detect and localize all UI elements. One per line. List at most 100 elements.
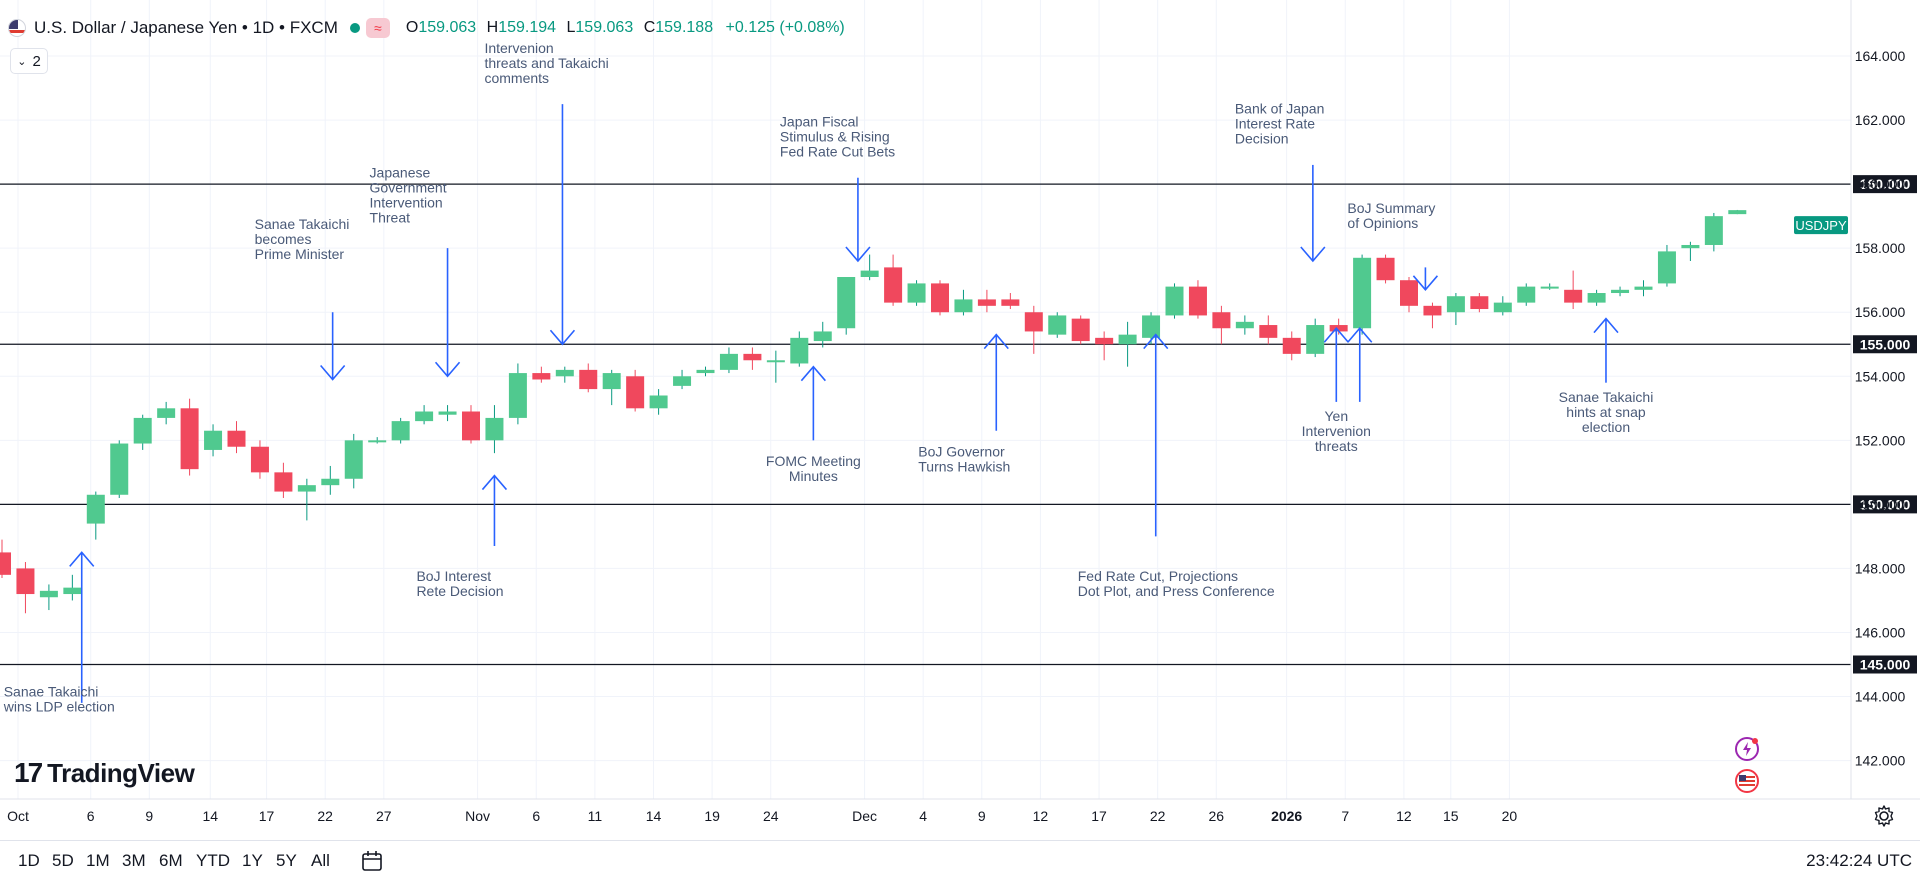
- grid-layer: [0, 0, 1851, 799]
- annotation-label: threats: [1315, 438, 1358, 454]
- range-ytd-button[interactable]: YTD: [196, 851, 230, 870]
- candle-body: [1728, 210, 1747, 215]
- tradingview-logo[interactable]: 17 TradingView: [14, 757, 195, 789]
- time-tick-label: 12: [1033, 808, 1049, 824]
- tv-logo-word: TradingView: [47, 757, 195, 788]
- price-tick-label: 152.000: [1855, 432, 1906, 448]
- candle-body: [1071, 318, 1090, 342]
- range-6m-button[interactable]: 6M: [159, 851, 183, 870]
- level-label-bg: [1853, 335, 1917, 354]
- price-tick-label: 164.000: [1855, 48, 1906, 64]
- range-1d-button[interactable]: 1D: [18, 851, 40, 870]
- candle-body: [1493, 302, 1512, 313]
- candle-body: [719, 353, 738, 370]
- time-tick-label: 24: [763, 808, 779, 824]
- low-value: 159.063: [575, 19, 634, 36]
- annotation-label: Yen: [1324, 408, 1348, 424]
- time-tick-label: 22: [1150, 808, 1166, 824]
- annotation-label: BoJ Governor: [918, 443, 1005, 459]
- candle-body: [368, 440, 387, 443]
- time-tick-label: 2026: [1271, 808, 1302, 824]
- candle-body: [1564, 289, 1583, 303]
- candle-body: [321, 478, 340, 486]
- candle-body: [626, 376, 645, 409]
- candle-body: [1282, 337, 1301, 354]
- candle-body: [1353, 257, 1372, 329]
- time-axis[interactable]: Oct 6 9 14 17 22 27 Nov 6 11 14 19 24 Dec 4 9 12 17 22 26 20…: [0, 798, 1920, 824]
- annotation-label: Japanese: [370, 165, 431, 181]
- range-5d-button[interactable]: 5D: [52, 851, 74, 870]
- indicator-pill[interactable]: ≈: [365, 18, 390, 38]
- candle-body: [1048, 315, 1067, 335]
- candle-body: [204, 430, 223, 450]
- annotation-arrow-head: [434, 361, 461, 378]
- annotation-arrow-head: [800, 365, 826, 382]
- candle-body: [790, 337, 809, 364]
- range-5y-button[interactable]: 5Y: [276, 851, 297, 870]
- candle-body: [931, 283, 949, 313]
- time-tick-label: Oct: [7, 808, 29, 824]
- candle-body: [1400, 280, 1418, 306]
- candle-body: [438, 411, 457, 415]
- range-all-button[interactable]: All: [311, 851, 330, 870]
- annotation-label: FOMC Meeting: [766, 453, 861, 469]
- level-label-bg: [1853, 495, 1917, 514]
- time-tick-label: 7: [1341, 808, 1349, 824]
- annotation-label: Sanae Takaichi: [255, 216, 350, 232]
- level-label-bg: [1853, 655, 1917, 674]
- time-tick-label: 9: [978, 808, 986, 824]
- bottom-toolbar: 1D 5D 1M 3M 6M YTD 1Y 5Y All 23:42:24 UT…: [0, 840, 1920, 880]
- range-1m-button[interactable]: 1M: [86, 851, 110, 870]
- gear-icon[interactable]: [1872, 804, 1896, 828]
- annotation-label: Intervenion: [484, 40, 553, 56]
- price-axis[interactable]: 142.000 144.000 146.000 148.000 150.000 152.0…: [1850, 0, 1906, 799]
- candle-body: [977, 299, 996, 306]
- candle-body: [391, 421, 410, 441]
- calendar-icon[interactable]: [360, 849, 384, 873]
- symbol-legend[interactable]: U.S. Dollar / Japanese Yen • 1D • FXCM ≈…: [8, 15, 845, 41]
- candle-body: [1611, 289, 1630, 294]
- time-tick-label: 4: [919, 808, 927, 824]
- candle-body: [274, 472, 293, 492]
- level-label-bg: [1853, 175, 1917, 194]
- time-tick-label: 9: [145, 808, 153, 824]
- candle-body: [1704, 216, 1723, 245]
- range-3m-button[interactable]: 3M: [122, 851, 146, 870]
- collapse-indicators-button[interactable]: ⌄ 2: [10, 48, 48, 74]
- candle-body: [602, 373, 621, 390]
- price-tick-label: 160.000: [1855, 176, 1906, 192]
- time-tick-label: 20: [1502, 808, 1518, 824]
- candle-body: [1142, 315, 1161, 338]
- chevron-down-icon: ⌄: [17, 55, 27, 68]
- utc-clock[interactable]: 23:42:24 UTC: [1806, 851, 1912, 870]
- us-flag-icon[interactable]: [1734, 768, 1760, 794]
- range-1y-button[interactable]: 1Y: [242, 851, 263, 870]
- candle-body: [180, 408, 199, 470]
- symbol-title[interactable]: U.S. Dollar / Japanese Yen • 1D • FXCM: [34, 18, 338, 37]
- candle-body: [16, 568, 35, 595]
- candle-body: [907, 283, 926, 303]
- annotation-label: Prime Minister: [255, 246, 345, 262]
- level-label: 145.000: [1860, 656, 1911, 672]
- time-tick-label: 14: [646, 808, 662, 824]
- candle-body: [1587, 293, 1606, 303]
- candle-body: [1423, 305, 1442, 316]
- annotation-label: threats and Takaichi: [484, 55, 608, 71]
- close-label: C: [643, 19, 656, 36]
- annotation-label: Decision: [1235, 131, 1289, 147]
- annotation-label: Turns Hawkish: [918, 458, 1010, 474]
- low-label: L: [566, 19, 576, 36]
- bolt-icon[interactable]: [1734, 736, 1760, 762]
- candle-body: [1657, 251, 1676, 284]
- annotation-label: hints at snap: [1566, 404, 1646, 420]
- time-tick-label: 27: [376, 808, 392, 824]
- annotation-label: Fed Rate Cut Bets: [780, 143, 895, 159]
- level-label: 160.000: [1860, 176, 1911, 192]
- open-value: 159.063: [418, 19, 477, 36]
- annotation-label: comments: [484, 70, 549, 86]
- time-tick-label: 12: [1396, 808, 1412, 824]
- annotation-label: Intervention: [370, 195, 443, 211]
- level-label: 155.000: [1860, 336, 1911, 352]
- indicator-count: 2: [32, 52, 41, 70]
